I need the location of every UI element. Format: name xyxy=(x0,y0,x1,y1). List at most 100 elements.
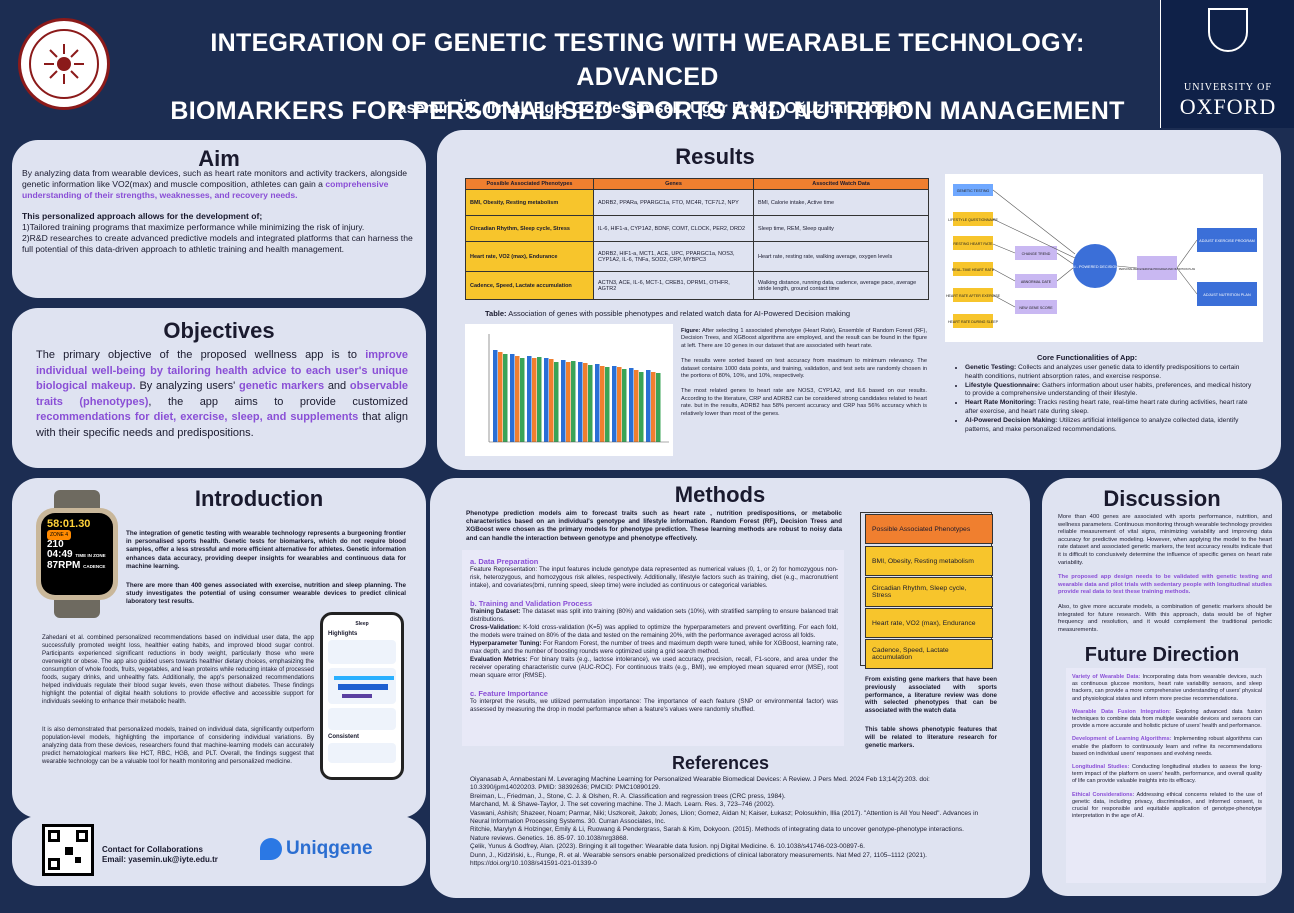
chart-bar xyxy=(622,369,627,442)
chart-bar xyxy=(515,356,520,442)
chart-bar xyxy=(629,368,634,442)
figure-label: Figure: xyxy=(681,328,701,334)
table-cell: Circadian Rhythm, Sleep cycle, Stress xyxy=(465,215,594,242)
flow-mid-2: NEW GENE SCORE xyxy=(1019,306,1053,310)
discussion-p3: Also, to give more accurate models, a co… xyxy=(1058,603,1272,633)
flow-input-3: REAL-TIME HEART RATE xyxy=(952,268,995,272)
chart-bar xyxy=(554,362,559,442)
methods-intro: Phenotype prediction models aim to forec… xyxy=(466,510,842,542)
chart-bar xyxy=(595,364,600,442)
methods-b-label: Training Dataset: xyxy=(470,608,521,615)
future-item-text: Incorporating data from wearable devices… xyxy=(1072,674,1262,702)
phone-sleep-screenshot: Sleep Highlights Consistent xyxy=(320,612,404,780)
qr-code-icon xyxy=(42,824,94,876)
flow-mid-0: CHANGE TREND xyxy=(1022,252,1051,256)
flow-svg: GENETIC TESTING LIFESTYLE QUESTIONNAIRE … xyxy=(946,184,1257,328)
list-item: Ethical Considerations: Addressing ethic… xyxy=(1072,792,1262,821)
chart-bar xyxy=(612,366,617,442)
watch-cadence: 87RPM xyxy=(47,560,81,571)
methods-c-text: To interpret the results, we utilized pe… xyxy=(470,698,838,713)
oxford-logo: UNIVERSITY OF OXFORD xyxy=(1160,0,1294,128)
introduction-panel: Introduction 58:01.30 ZONE 4 210 04:49 T… xyxy=(12,478,426,818)
flow-input-2: RESTING HEART RATE xyxy=(953,242,993,246)
methods-a-text: Feature Representation: The input featur… xyxy=(470,566,838,589)
table-cell: Cadence, Speed, Lactate accumulation xyxy=(465,271,594,300)
methods-b-text: For Random Forest, the number of trees a… xyxy=(470,640,838,655)
results-th-genes: Genes xyxy=(593,178,754,190)
results-panel: Results Possible Associated Phenotypes G… xyxy=(437,130,1281,470)
core-item-label: Lifestyle Questionnaire: xyxy=(965,381,1041,389)
flow-center: AI - POWERED DECISION xyxy=(1072,265,1118,269)
phone-highlights: Highlights xyxy=(328,631,358,637)
aim-panel: Aim By analyzing data from wearable devi… xyxy=(12,140,426,298)
title-line-1: INTEGRATION OF GENETIC TESTING WITH WEAR… xyxy=(210,29,1085,91)
aim-point-2: 2)R&D researches to create advanced pred… xyxy=(22,233,413,255)
watch-zone: ZONE 4 xyxy=(47,530,72,540)
future-item-label: Wearable Data Fusion Integration: xyxy=(1072,708,1171,715)
chart-bar xyxy=(639,372,644,442)
list-item: Heart Rate Monitoring: Tracks resting he… xyxy=(965,399,1257,417)
chart-bar xyxy=(617,367,622,442)
obj-h3: observable traits (phenotypes) xyxy=(36,380,409,408)
chart-bar xyxy=(561,360,566,442)
table-cell: BMI, Obesity, Resting metabolism xyxy=(465,189,594,216)
flow-output-0: ADJUST EXERCISE PROGRAM xyxy=(1199,239,1255,243)
uniqgene-logo-icon xyxy=(260,838,282,860)
contact-email[interactable]: Email: yasemin.uk@iyte.edu.tr xyxy=(102,855,218,864)
iyte-emblem-icon xyxy=(44,44,84,84)
reference-item: Vaswani, Ashish; Shazeer, Noam; Parmar, … xyxy=(470,809,979,826)
chart-bar xyxy=(588,365,593,442)
aim-p2-bold: This personalized approach allows for th… xyxy=(22,210,263,221)
chart-bar xyxy=(549,359,554,442)
chart-bar xyxy=(532,358,537,442)
table-cell: IL-6, HIF1-a, CYP1A2, BDNF, COMT, CLOCK,… xyxy=(593,215,754,242)
flow-input-5: HEART RATE DURING SLEEP xyxy=(948,320,999,324)
watch-time-in-zone: 04:49 xyxy=(47,549,73,560)
figure-text-2: The results were sorted based on test ac… xyxy=(681,358,927,380)
poster-title: INTEGRATION OF GENETIC TESTING WITH WEAR… xyxy=(140,26,1155,128)
chart-bar xyxy=(651,372,656,442)
table-cell: Sleep time, REM, Sleep quality xyxy=(753,215,929,242)
list-item: Longitudinal Studies: Conducting longitu… xyxy=(1072,764,1262,786)
iyte-logo-emblem xyxy=(29,29,99,99)
obj-t4: , the app aims to provide customized xyxy=(148,395,408,408)
flow-input-1: LIFESTYLE QUESTIONNAIRE xyxy=(948,218,998,222)
table-cell: Heart rate, VO2 (max), Endurance xyxy=(465,241,594,272)
chart-bar xyxy=(578,362,583,442)
core-item-text: Collects and analyzes user genetic data … xyxy=(965,364,1240,380)
oxford-crest-icon xyxy=(1208,8,1248,52)
table-cell: ACTN3, ACE, IL-6, MCT-1, CREB1, OPRM1, O… xyxy=(593,271,754,300)
aim-point-1: 1)Tailored training programs that maximi… xyxy=(22,221,365,232)
methods-b-label: Hyperparameter Tuning: xyxy=(470,640,542,647)
future-item-label: Ethical Considerations: xyxy=(1072,791,1135,798)
obj-t5: that align with their specific needs and… xyxy=(36,411,409,439)
methods-b-heading: b. Training and Validation Process xyxy=(470,599,593,608)
core-item-label: AI-Powered Decision Making: xyxy=(965,416,1058,424)
methods-b-label: Evaluation Metrics: xyxy=(470,656,528,663)
results-table-caption: Table: Association of genes with possibl… xyxy=(485,308,925,320)
methods-b-text: For binary traits (e.g., lactose intoler… xyxy=(470,656,838,679)
table-cell: BMI, Calorie intake, Active time xyxy=(753,189,929,216)
results-heading: Results xyxy=(675,144,755,169)
figure-text-1: After selecting 1 associated phenotype (… xyxy=(681,328,927,349)
discussion-body: More than 400 genes are associated with … xyxy=(1058,514,1272,634)
objectives-body: The primary objective of the proposed we… xyxy=(36,348,408,441)
figure-text-3: The most related genes to heart rate are… xyxy=(681,388,927,417)
watch-cadence-label: CADENCE xyxy=(83,564,106,569)
list-item: Genetic Testing: Collects and analyzes u… xyxy=(965,364,1257,382)
chart-bar xyxy=(503,354,508,442)
caption-label: Table: xyxy=(485,309,507,318)
obj-t2: By analyzing users' xyxy=(139,380,236,392)
aim-p1: By analyzing data from wearable devices,… xyxy=(22,168,407,190)
poster-header: INTEGRATION OF GENETIC TESTING WITH WEAR… xyxy=(0,0,1294,128)
watch-bpm: 210 xyxy=(47,539,64,550)
flow-input-4: HEART RATE AFTER EXERCISE xyxy=(946,294,1001,298)
flow-mid-1: ABNORMAL DATE xyxy=(1021,280,1052,284)
chart-bar xyxy=(646,370,651,442)
list-item: Lifestyle Questionnaire: Gathers informa… xyxy=(965,382,1257,400)
side-note-1: From existing gene markers that have bee… xyxy=(865,676,997,715)
reference-item: Oiyanasab A, Annabestani M. Leveraging M… xyxy=(470,776,930,792)
obj-h2: genetic markers xyxy=(239,380,325,392)
contact-label: Contact for Collaborations xyxy=(102,845,203,854)
core-item-text: Gathers information about user habits, p… xyxy=(965,381,1252,398)
